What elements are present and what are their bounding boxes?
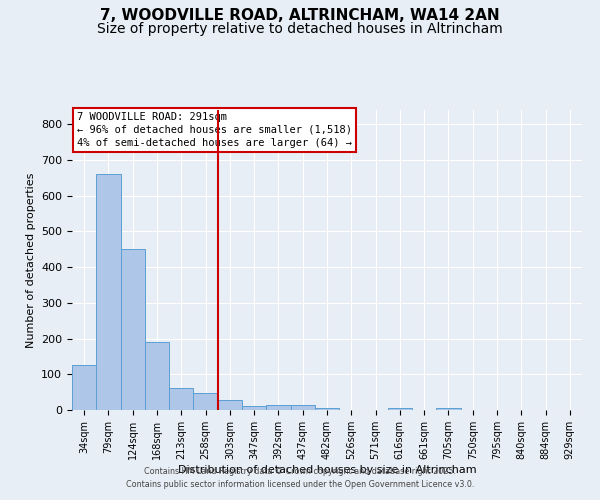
- Bar: [436, 408, 461, 410]
- Bar: [121, 250, 145, 410]
- Text: Contains public sector information licensed under the Open Government Licence v3: Contains public sector information licen…: [126, 480, 474, 489]
- Text: Size of property relative to detached houses in Altrincham: Size of property relative to detached ho…: [97, 22, 503, 36]
- Bar: [193, 393, 218, 410]
- Bar: [290, 406, 315, 410]
- Bar: [388, 408, 412, 410]
- Text: 7 WOODVILLE ROAD: 291sqm
← 96% of detached houses are smaller (1,518)
4% of semi: 7 WOODVILLE ROAD: 291sqm ← 96% of detach…: [77, 112, 352, 148]
- Bar: [96, 174, 121, 410]
- Bar: [242, 406, 266, 410]
- Text: 7, WOODVILLE ROAD, ALTRINCHAM, WA14 2AN: 7, WOODVILLE ROAD, ALTRINCHAM, WA14 2AN: [100, 8, 500, 22]
- Text: Contains HM Land Registry data © Crown copyright and database right 2025.: Contains HM Land Registry data © Crown c…: [144, 467, 456, 476]
- Bar: [218, 400, 242, 410]
- Bar: [315, 408, 339, 410]
- X-axis label: Distribution of detached houses by size in Altrincham: Distribution of detached houses by size …: [178, 464, 476, 474]
- Y-axis label: Number of detached properties: Number of detached properties: [26, 172, 35, 348]
- Bar: [266, 406, 290, 410]
- Bar: [72, 366, 96, 410]
- Bar: [169, 388, 193, 410]
- Bar: [145, 342, 169, 410]
